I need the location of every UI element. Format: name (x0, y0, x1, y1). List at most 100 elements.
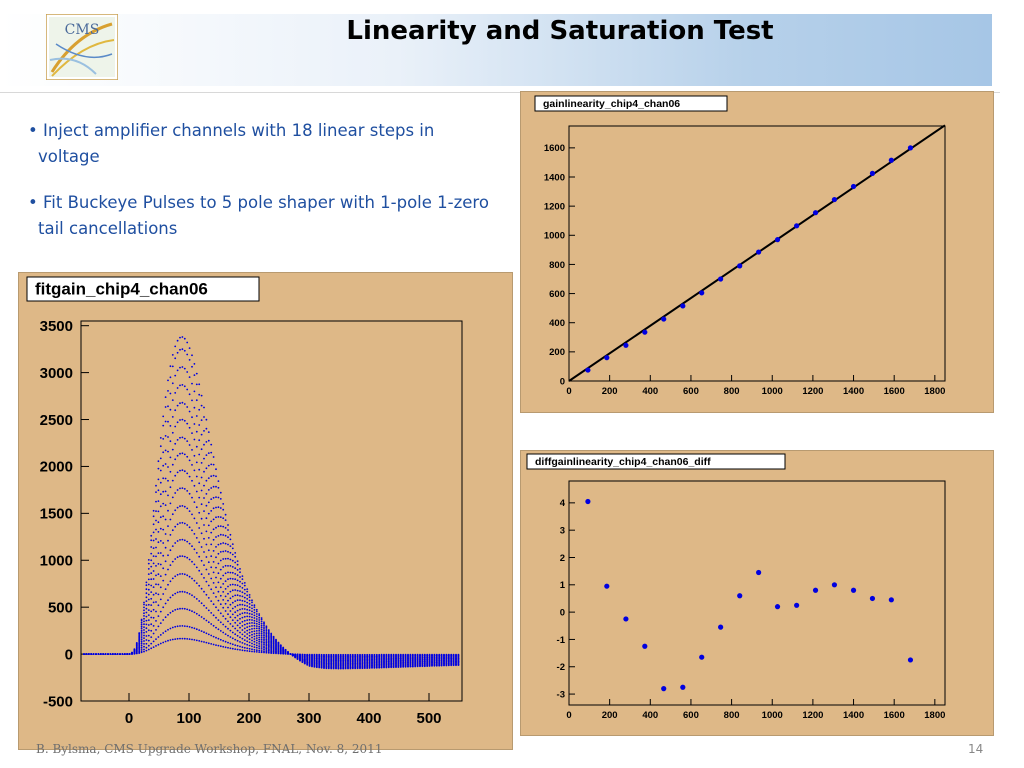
pulse-point (140, 644, 143, 647)
pulse-point (255, 642, 258, 644)
plot-title: diffgainlinearity_chip4_chan06_diff (535, 456, 711, 468)
pulse-point (253, 614, 256, 617)
pulse-point (457, 664, 460, 666)
pulse-point (260, 618, 263, 621)
pulse-point (164, 630, 167, 633)
pulse-point (224, 602, 227, 605)
pulse-point (140, 627, 143, 630)
pulse-point (255, 644, 258, 647)
pulse-point (121, 653, 124, 655)
pulse-point (205, 593, 208, 596)
pulse-point (83, 653, 85, 655)
pulse-point (157, 573, 160, 576)
pulse-point (179, 436, 181, 439)
pulse-point (150, 604, 153, 606)
pulse-point (174, 575, 177, 578)
pulse-point (147, 603, 150, 606)
pulse-point (198, 408, 201, 411)
pulse-point (253, 617, 256, 619)
pulse-point (253, 619, 256, 622)
pulse-point (169, 564, 172, 566)
pulse-point (260, 644, 263, 646)
pulse-point (145, 611, 148, 614)
pulse-point (263, 626, 265, 628)
x-tick-label: 1800 (924, 386, 945, 397)
pulse-point (162, 477, 165, 480)
pulse-point (277, 641, 280, 644)
pulse-point (210, 498, 213, 500)
pulse-point (176, 506, 179, 509)
pulse-point (174, 609, 177, 611)
pulse-point (231, 607, 234, 610)
pulse-point (323, 667, 325, 669)
pulse-point (162, 593, 165, 595)
pulse-point (200, 573, 203, 576)
pulse-point (167, 479, 169, 482)
pulse-point (200, 587, 203, 590)
cms-logo: CMS (46, 14, 118, 80)
pulse-point (150, 559, 153, 562)
pulse-point (267, 629, 270, 631)
x-tick-label: 1800 (924, 710, 945, 721)
pulse-point (150, 565, 153, 568)
pulse-point (181, 637, 184, 640)
pulse-point (258, 613, 261, 615)
pulse-point (140, 642, 143, 645)
pulse-point (147, 568, 150, 570)
pulse-point (200, 602, 203, 605)
pulse-point (267, 651, 270, 653)
y-tick-label: 1400 (544, 172, 565, 183)
pulse-point (152, 593, 155, 596)
y-tick-label: 2 (560, 553, 565, 564)
pulse-point (255, 608, 258, 611)
data-point (888, 597, 894, 603)
pulse-point (140, 648, 143, 650)
pulse-point (147, 593, 150, 596)
pulse-point (255, 615, 258, 618)
pulse-point (179, 505, 181, 508)
plot-title: fitgain_chip4_chan06 (35, 279, 208, 298)
pulse-point (253, 606, 256, 608)
pulse-point (404, 665, 407, 668)
pulse-point (155, 484, 157, 487)
pulse-point (164, 573, 167, 576)
pulse-point (143, 631, 145, 634)
pulse-point (409, 665, 412, 668)
pulse-point (246, 588, 249, 590)
pulse-point (191, 382, 193, 385)
pulse-point (171, 431, 174, 434)
pulse-point (428, 665, 431, 667)
pulse-point (162, 567, 165, 570)
pulse-point (229, 571, 232, 574)
pulse-point (210, 520, 213, 523)
pulse-point (162, 542, 165, 544)
pulse-point (255, 622, 258, 625)
pulse-point (219, 612, 222, 615)
pulse-point (222, 508, 225, 511)
pulse-point (145, 600, 148, 602)
y-tick-label: 3500 (40, 318, 73, 335)
pulse-point (243, 623, 246, 626)
y-tick-label: 200 (549, 347, 565, 358)
pulse-point (159, 493, 162, 496)
pulse-point (217, 562, 220, 565)
pulse-point (143, 609, 145, 612)
pulse-point (229, 545, 232, 547)
pulse-point (265, 646, 268, 648)
pulse-point (234, 573, 237, 575)
pulse-point (174, 374, 177, 377)
pulse-point (222, 591, 225, 593)
pulse-point (241, 649, 244, 652)
pulse-point (279, 644, 282, 646)
pulse-point (205, 530, 208, 533)
pulse-point (308, 665, 311, 667)
pulse-point (207, 621, 210, 624)
pulse-point (157, 625, 160, 628)
y-tick-label: -3 (557, 689, 565, 700)
pulse-point (181, 366, 184, 368)
data-point (794, 602, 800, 608)
pulse-point (236, 569, 239, 571)
pulse-point (186, 406, 189, 408)
pulse-point (183, 505, 186, 508)
data-point (585, 498, 591, 505)
